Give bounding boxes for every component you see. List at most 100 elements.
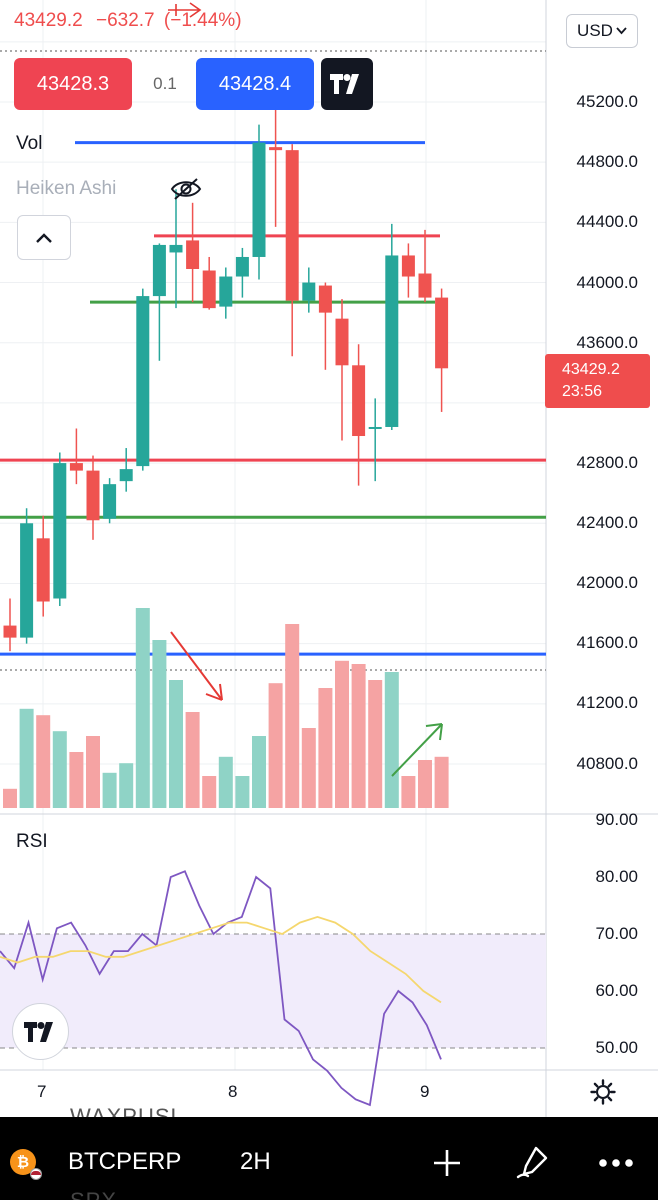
- volume-bar: [52, 731, 67, 808]
- price-tick: 44000.0: [576, 273, 638, 292]
- candle-body: [435, 297, 449, 369]
- candle-body: [119, 469, 133, 482]
- volume-bar: [434, 756, 449, 808]
- rsi-tick: 60.00: [595, 981, 638, 1000]
- candle-body: [20, 523, 34, 638]
- add-plus-icon[interactable]: [432, 1148, 462, 1183]
- header-change-pct: (−1.44%): [163, 10, 242, 31]
- volume-bar: [135, 608, 150, 808]
- tradingview-watermark-logo[interactable]: [12, 1003, 69, 1060]
- volume-bar: [152, 640, 167, 808]
- up-arrow-annotation: [391, 723, 443, 777]
- sell-button[interactable]: 43428.3: [14, 58, 132, 110]
- candle-body: [186, 240, 200, 270]
- candle-body: [418, 273, 432, 298]
- candle-body: [136, 296, 150, 467]
- rsi-tick: 50.00: [595, 1038, 638, 1057]
- tradingview-logo-button[interactable]: [321, 58, 373, 110]
- tradingview-logo-icon: [330, 74, 359, 94]
- candle-body: [352, 365, 366, 437]
- volume-bar: [69, 752, 84, 808]
- candle-body: [103, 484, 117, 519]
- candle-body: [3, 625, 17, 638]
- price-tick: 41600.0: [576, 633, 638, 652]
- buy-button[interactable]: 43428.4: [196, 58, 314, 110]
- time-tick: 7: [37, 1082, 47, 1101]
- price-tick: 40800.0: [576, 754, 638, 773]
- time-tick: 8: [228, 1082, 238, 1101]
- currency-select[interactable]: USD: [566, 14, 638, 48]
- down-arrow-head: [205, 683, 223, 701]
- volume-bar: [268, 683, 283, 808]
- price-tick: 44400.0: [576, 212, 638, 231]
- more-options-icon[interactable]: [598, 1156, 634, 1174]
- rsi-ma-line: [0, 915, 442, 1004]
- price-tick: 42000.0: [576, 573, 638, 592]
- volume-bar: [301, 728, 316, 808]
- candle-body: [36, 538, 50, 602]
- header-change: −632.7: [95, 10, 155, 31]
- candle-body: [152, 244, 166, 297]
- header-arrow-annotation: [168, 2, 202, 18]
- candle-body: [69, 463, 83, 471]
- volume-bar: [218, 756, 233, 808]
- volume-bar: [102, 772, 117, 808]
- timeframe-selector[interactable]: 2H: [240, 1148, 271, 1175]
- volume-bar: [235, 776, 250, 808]
- rsi-tick: 70.00: [595, 924, 638, 943]
- volume-bar: [252, 736, 266, 808]
- price-tick: 45200.0: [576, 92, 638, 111]
- candle-body: [335, 318, 349, 366]
- drawing-pen-icon[interactable]: [514, 1144, 550, 1185]
- price-tick: 43600.0: [576, 333, 638, 352]
- price-tick: 42400.0: [576, 513, 638, 532]
- rsi-label[interactable]: RSI: [16, 831, 48, 852]
- collapse-legend-button[interactable]: [17, 215, 71, 260]
- symbol-selector[interactable]: BTCPERP: [68, 1148, 182, 1175]
- settings-gear-icon[interactable]: [590, 1079, 616, 1110]
- price-tick: 42800.0: [576, 453, 638, 472]
- chart-style-label[interactable]: Heiken Ashi: [16, 178, 117, 199]
- candle-body: [252, 142, 266, 257]
- volume-label[interactable]: Vol: [16, 133, 43, 154]
- volume-bar: [185, 712, 200, 808]
- candle-body: [235, 256, 249, 277]
- last-price-value: 43429.2: [562, 361, 620, 378]
- candle-body: [86, 470, 100, 521]
- chevron-down-icon: [616, 27, 627, 35]
- last-price-tag: 43429.2 23:56: [545, 354, 650, 408]
- rsi-line: [0, 870, 442, 1107]
- volume-bar: [401, 776, 416, 808]
- us-flag-icon: [30, 1168, 42, 1180]
- eye-off-icon[interactable]: [170, 177, 202, 206]
- volume-bar: [335, 660, 349, 808]
- ghost-symbol-below: SPX: [70, 1188, 117, 1200]
- candle-body: [318, 285, 332, 313]
- spread-value: 0.1: [153, 74, 177, 93]
- volume-bar: [86, 736, 100, 808]
- volume-bar: [36, 715, 51, 808]
- volume-bar: [19, 708, 34, 808]
- candle-body: [302, 282, 316, 301]
- rsi-tick: 80.00: [595, 867, 638, 886]
- volume-bar: [318, 688, 333, 808]
- header-last-price: 43429.2: [14, 10, 83, 31]
- chevron-up-icon: [36, 232, 52, 243]
- candle-body: [269, 147, 283, 151]
- candle-body: [169, 244, 183, 253]
- bottom-toolbar: [0, 1117, 658, 1200]
- volume-bar: [202, 776, 217, 808]
- currency-value: USD: [577, 21, 613, 40]
- rsi-tick: 90.00: [595, 810, 638, 829]
- time-tick: 9: [420, 1082, 430, 1101]
- volume-bar: [285, 624, 300, 808]
- tradingview-logo-icon: [23, 1021, 53, 1042]
- up-arrow-head: [425, 723, 443, 741]
- volume-bar: [384, 672, 399, 808]
- candle-body: [368, 426, 382, 429]
- candle-body: [53, 463, 67, 599]
- rsi-band: [0, 934, 546, 1048]
- volume-bar: [418, 760, 432, 808]
